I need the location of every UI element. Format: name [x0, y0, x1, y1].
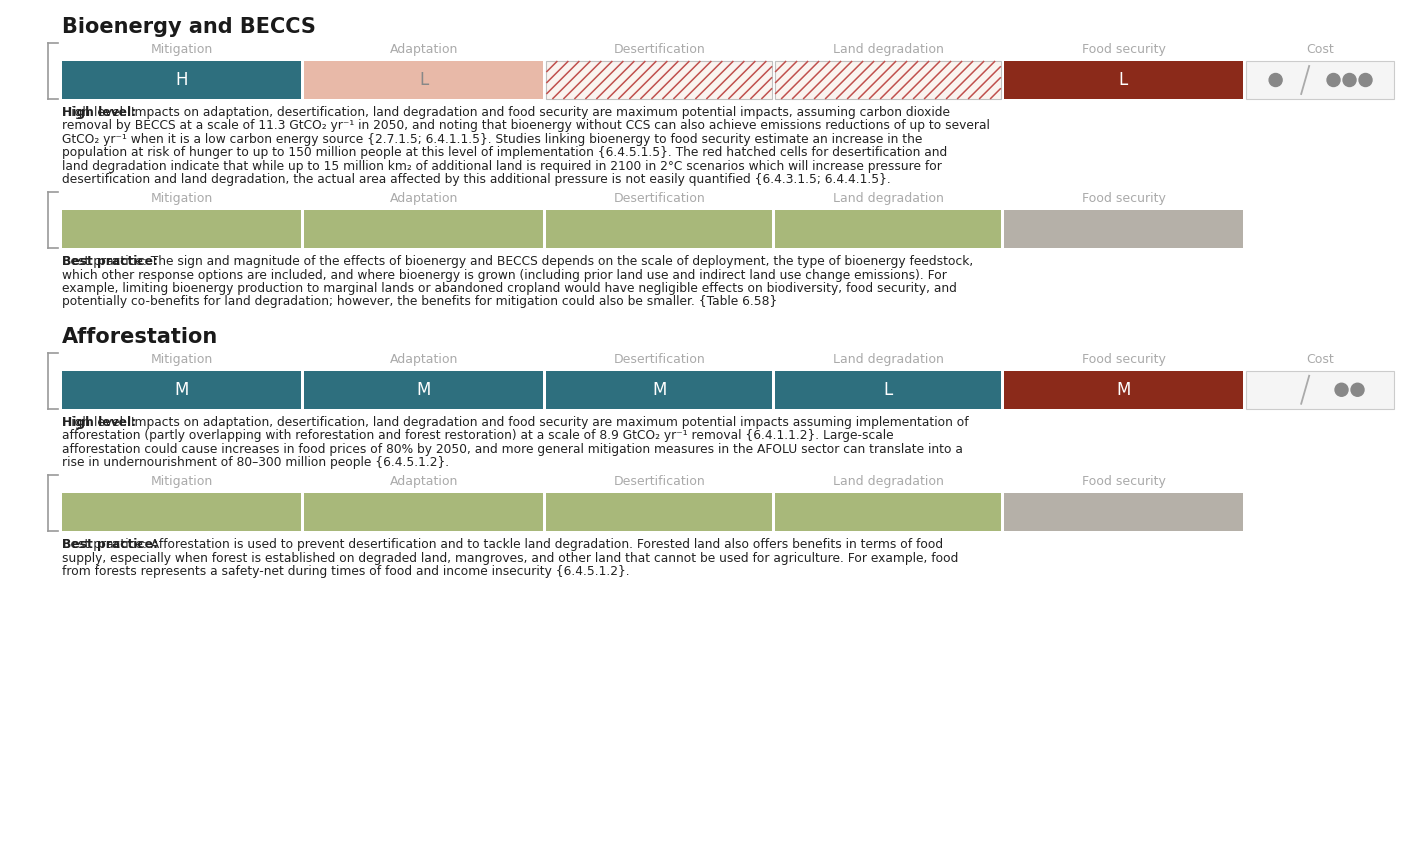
- Text: M: M: [175, 381, 189, 399]
- Text: Best practice: Afforestation is used to prevent desertification and to tackle la: Best practice: Afforestation is used to …: [63, 538, 943, 551]
- Text: desertification and land degradation, the actual area affected by this additiona: desertification and land degradation, th…: [63, 173, 890, 186]
- Text: Food security: Food security: [1082, 353, 1166, 366]
- Bar: [1246, 371, 1394, 408]
- Text: M: M: [1116, 381, 1130, 399]
- Text: Afforestation: Afforestation: [63, 327, 218, 347]
- Text: Mitigation: Mitigation: [151, 353, 213, 366]
- Bar: [1004, 210, 1243, 249]
- Bar: [1004, 494, 1243, 531]
- Text: afforestation could cause increases in food prices of 80% by 2050, and more gene: afforestation could cause increases in f…: [63, 443, 963, 456]
- Bar: [546, 494, 772, 531]
- Bar: [775, 371, 1001, 408]
- Circle shape: [1268, 73, 1283, 87]
- Text: from forests represents a safety-net during times of food and income insecurity : from forests represents a safety-net dur…: [63, 565, 630, 578]
- Text: population at risk of hunger to up to 150 million people at this level of implem: population at risk of hunger to up to 15…: [63, 146, 947, 159]
- Bar: [775, 210, 1001, 249]
- Text: Desertification: Desertification: [613, 193, 705, 206]
- Text: rise in undernourishment of 80–300 million people {6.4.5.1.2}.: rise in undernourishment of 80–300 milli…: [63, 456, 449, 469]
- Text: H: H: [175, 71, 188, 89]
- Bar: [63, 61, 301, 99]
- Text: potentially co-benefits for land degradation; however, the benefits for mitigati: potentially co-benefits for land degrada…: [63, 295, 778, 309]
- Text: Best practice:: Best practice:: [63, 255, 158, 268]
- Text: Desertification: Desertification: [613, 476, 705, 488]
- Text: Food security: Food security: [1082, 476, 1166, 488]
- Text: land degradation indicate that while up to 15 million km₂ of additional land is : land degradation indicate that while up …: [63, 159, 941, 173]
- Circle shape: [1351, 384, 1364, 396]
- Text: Best practice: The sign and magnitude of the effects of bioenergy and BECCS depe: Best practice: The sign and magnitude of…: [63, 255, 973, 268]
- Text: Best practice:: Best practice:: [63, 538, 158, 551]
- Circle shape: [1327, 73, 1340, 87]
- Text: L: L: [1119, 71, 1128, 89]
- Text: Land degradation: Land degradation: [832, 353, 943, 366]
- Text: High level: Impacts on adaptation, desertification, land degradation and food se: High level: Impacts on adaptation, deser…: [63, 415, 968, 429]
- Text: Bioenergy and BECCS: Bioenergy and BECCS: [63, 17, 316, 37]
- Text: Cost: Cost: [1305, 43, 1334, 56]
- Text: High level: Impacts on adaptation, desertification, land degradation and food se: High level: Impacts on adaptation, deser…: [63, 106, 950, 119]
- Bar: [63, 494, 301, 531]
- Text: removal by BECCS at a scale of 11.3 GtCO₂ yr⁻¹ in 2050, and noting that bioenerg: removal by BECCS at a scale of 11.3 GtCO…: [63, 120, 990, 132]
- Bar: [1004, 371, 1243, 408]
- Bar: [1004, 61, 1243, 99]
- Text: GtCO₂ yr⁻¹ when it is a low carbon energy source {2.7.1.5; 6.4.1.1.5}. Studies l: GtCO₂ yr⁻¹ when it is a low carbon energ…: [63, 132, 923, 145]
- Text: High level:: High level:: [63, 106, 137, 119]
- Bar: [304, 494, 543, 531]
- Bar: [546, 61, 772, 99]
- Text: High level:: High level:: [63, 415, 137, 429]
- Text: Cost: Cost: [1305, 353, 1334, 366]
- Text: Adaptation: Adaptation: [390, 353, 458, 366]
- Text: supply, especially when forest is established on degraded land, mangroves, and o: supply, especially when forest is establ…: [63, 551, 958, 565]
- Bar: [304, 371, 543, 408]
- Circle shape: [1359, 73, 1372, 87]
- Text: Food security: Food security: [1082, 43, 1166, 56]
- Bar: [63, 210, 301, 249]
- Bar: [304, 61, 543, 99]
- Text: which other response options are included, and where bioenergy is grown (includi: which other response options are include…: [63, 268, 947, 281]
- Circle shape: [1342, 73, 1357, 87]
- Bar: [304, 210, 543, 249]
- Bar: [63, 371, 301, 408]
- Bar: [546, 371, 772, 408]
- Text: L: L: [419, 71, 428, 89]
- Circle shape: [1335, 384, 1348, 396]
- Text: Food security: Food security: [1082, 193, 1166, 206]
- Text: afforestation (partly overlapping with reforestation and forest restoration) at : afforestation (partly overlapping with r…: [63, 429, 893, 442]
- Text: Adaptation: Adaptation: [390, 43, 458, 56]
- Text: Adaptation: Adaptation: [390, 476, 458, 488]
- Text: Land degradation: Land degradation: [832, 476, 943, 488]
- Text: Land degradation: Land degradation: [832, 43, 943, 56]
- Bar: [775, 494, 1001, 531]
- Text: Land degradation: Land degradation: [832, 193, 943, 206]
- Text: Mitigation: Mitigation: [151, 193, 213, 206]
- Bar: [546, 210, 772, 249]
- Text: Mitigation: Mitigation: [151, 43, 213, 56]
- Bar: [1246, 61, 1394, 99]
- Text: Mitigation: Mitigation: [151, 476, 213, 488]
- Text: Desertification: Desertification: [613, 353, 705, 366]
- Bar: [775, 61, 1001, 99]
- Text: M: M: [417, 381, 431, 399]
- Text: Adaptation: Adaptation: [390, 193, 458, 206]
- Text: example, limiting bioenergy production to marginal lands or abandoned cropland w: example, limiting bioenergy production t…: [63, 282, 957, 295]
- Text: M: M: [653, 381, 667, 399]
- Text: Desertification: Desertification: [613, 43, 705, 56]
- Text: L: L: [883, 381, 893, 399]
